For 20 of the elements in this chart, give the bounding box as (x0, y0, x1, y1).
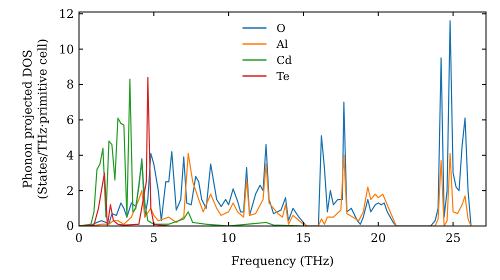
x-tick-label: 15 (296, 231, 312, 245)
legend-label: Cd (276, 54, 292, 67)
line-series (79, 76, 170, 226)
x-tick-label: 0 (75, 231, 83, 245)
y-tick-label: 6 (66, 113, 74, 128)
y-axis-title: Phonon projected DOS (States/THz·primitive cell) (20, 38, 50, 200)
x-tick-label: 5 (150, 231, 158, 245)
x-tick-label: 20 (370, 231, 386, 245)
legend-label: Al (276, 38, 288, 51)
y-tick-label: 0 (66, 219, 74, 234)
y-tick-label: 8 (66, 78, 74, 92)
y-tick-label: 12 (58, 6, 74, 21)
x-tick-label: 10 (220, 231, 236, 245)
legend-label: Te (276, 70, 290, 83)
x-tick-label: 25 (445, 231, 461, 245)
x-axis-title: Frequency (THz) (231, 254, 334, 268)
y-tick-label: 10 (58, 42, 74, 56)
legend-label: O (276, 22, 286, 35)
y-tick-label: 2 (66, 184, 74, 198)
y-tick-label: 4 (66, 148, 74, 162)
